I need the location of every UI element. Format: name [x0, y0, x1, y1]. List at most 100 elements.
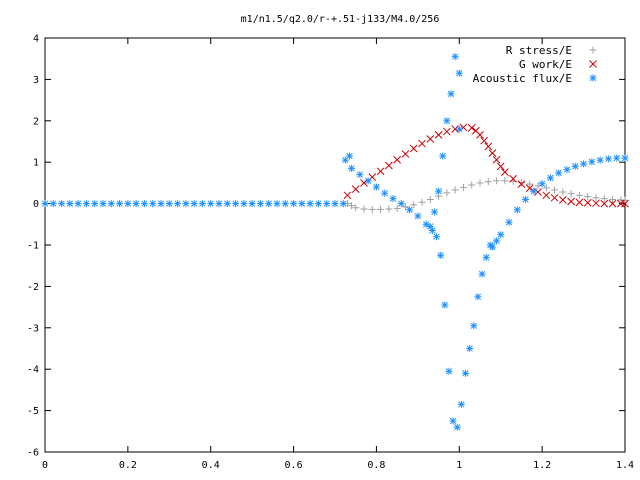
data-point [575, 191, 583, 199]
data-point [401, 203, 409, 211]
data-point [550, 193, 559, 202]
data-point [356, 171, 364, 179]
y-tick-label: -6 [27, 448, 39, 459]
data-point [346, 152, 353, 160]
data-point [474, 293, 482, 301]
data-point [480, 136, 488, 145]
data-point [608, 199, 617, 208]
data-point [513, 206, 521, 214]
data-point [517, 178, 525, 186]
y-tick-label: 4 [33, 34, 39, 45]
data-point [232, 200, 240, 208]
data-point [372, 183, 380, 191]
data-point [49, 200, 57, 208]
data-point [393, 205, 401, 213]
data-point [462, 369, 469, 377]
data-point [546, 174, 554, 182]
data-point [488, 149, 497, 157]
data-point [414, 212, 422, 220]
data-point [584, 193, 592, 201]
data-point [165, 200, 173, 208]
series-0 [343, 177, 629, 213]
data-point [281, 200, 289, 208]
data-point [447, 90, 455, 98]
data-point [525, 184, 534, 193]
data-point [418, 139, 426, 148]
data-point [401, 150, 410, 158]
data-point [443, 117, 451, 125]
data-point [621, 199, 629, 208]
data-point [457, 400, 465, 408]
y-tick-label: 0 [33, 199, 39, 210]
data-point [124, 200, 132, 208]
data-point [467, 123, 476, 132]
data-point [418, 198, 426, 206]
data-point [580, 160, 588, 168]
data-point [360, 205, 368, 213]
data-point [621, 154, 629, 162]
data-point [434, 131, 443, 139]
data-point [575, 198, 584, 207]
data-point [567, 190, 575, 198]
data-point [182, 200, 190, 208]
data-point [149, 200, 157, 208]
data-point [559, 188, 567, 196]
data-point [351, 185, 360, 193]
legend-label: G work/E [519, 58, 572, 71]
data-point [555, 169, 563, 177]
x-tick-label: 0.8 [367, 460, 385, 471]
legend-label: Acoustic flux/E [473, 72, 572, 85]
y-tick-label: 1 [33, 158, 39, 169]
y-tick-label: -3 [27, 323, 39, 334]
data-point [455, 69, 463, 77]
data-point [426, 135, 435, 143]
data-point [476, 179, 484, 187]
data-point [455, 125, 463, 133]
data-point [484, 142, 493, 151]
data-point [397, 200, 405, 208]
data-point [385, 161, 393, 170]
data-point [433, 233, 440, 241]
data-point [393, 155, 401, 164]
x-tick-label: 0.6 [285, 460, 303, 471]
data-point [409, 144, 418, 153]
data-point [273, 200, 281, 208]
data-point [609, 195, 617, 203]
data-point [588, 158, 596, 166]
data-point [478, 270, 486, 278]
data-point [459, 183, 467, 191]
data-point [58, 200, 66, 208]
data-point [339, 200, 347, 208]
x-tick-label: 0.2 [119, 460, 137, 471]
data-point [223, 200, 231, 208]
legend-marker [589, 46, 597, 54]
data-point [256, 200, 264, 208]
data-point [445, 367, 453, 375]
data-point [476, 131, 484, 139]
data-point [190, 200, 198, 208]
data-point [522, 195, 530, 203]
data-point [348, 164, 356, 172]
data-point [492, 155, 501, 164]
data-point [451, 186, 459, 194]
data-point [377, 205, 385, 213]
data-point [437, 251, 445, 259]
y-tick-label: -4 [27, 365, 39, 376]
data-point [459, 123, 468, 132]
data-point [449, 417, 457, 425]
data-point [542, 184, 550, 192]
data-point [107, 200, 115, 208]
data-point [439, 152, 447, 160]
x-tick-label: 1.2 [533, 460, 551, 471]
data-point [323, 200, 331, 208]
x-tick-label: 1 [456, 460, 462, 471]
data-point [592, 199, 600, 208]
y-tick-label: 2 [33, 116, 39, 127]
data-point [215, 200, 223, 208]
data-point [493, 237, 501, 245]
data-point [451, 53, 459, 61]
data-point [368, 205, 376, 213]
data-point [389, 195, 397, 203]
data-point [314, 200, 322, 208]
data-point [331, 200, 339, 208]
